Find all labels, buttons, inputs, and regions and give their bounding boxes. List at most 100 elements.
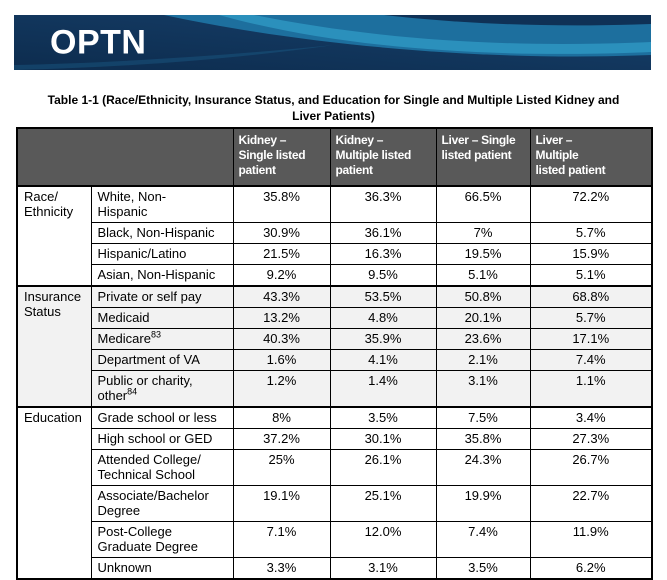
- value-cell: 17.1%: [529, 328, 653, 350]
- header-row: Kidney – Single listed patient Kidney – …: [16, 127, 653, 187]
- value-cell: 7.5%: [435, 406, 531, 429]
- value-cell: 3.1%: [435, 370, 531, 408]
- category-cell: Race/ Ethnicity: [16, 185, 92, 287]
- value-cell: 2.1%: [435, 349, 531, 371]
- value-cell: 19.9%: [435, 485, 531, 522]
- value-cell: 22.7%: [529, 485, 653, 522]
- value-cell: 1.6%: [232, 349, 331, 371]
- value-cell: 26.7%: [529, 449, 653, 486]
- value-cell: 36.1%: [329, 222, 437, 244]
- category-cell: Education: [16, 406, 92, 580]
- value-cell: 26.1%: [329, 449, 437, 486]
- optn-banner: OPTN: [14, 15, 651, 70]
- value-cell: 1.4%: [329, 370, 437, 408]
- row-label: Associate/Bachelor Degree: [90, 485, 234, 522]
- row-label: Department of VA: [90, 349, 234, 371]
- row-label: Post-College Graduate Degree: [90, 521, 234, 558]
- value-cell: 19.1%: [232, 485, 331, 522]
- row-label: High school or GED: [90, 428, 234, 450]
- value-cell: 24.3%: [435, 449, 531, 486]
- value-cell: 11.9%: [529, 521, 653, 558]
- table-row: Attended College/ Technical School 25% 26.…: [17, 449, 653, 486]
- value-cell: 7.1%: [232, 521, 331, 558]
- row-label: Medicaid: [90, 307, 234, 329]
- value-cell: 3.4%: [529, 406, 653, 429]
- value-cell: 9.5%: [329, 264, 437, 287]
- table-row: Public or charity, other84 1.2% 1.4% 3.1% 1.…: [17, 370, 653, 408]
- row-label: Black, Non-Hispanic: [90, 222, 234, 244]
- footnote-ref: 83: [150, 329, 161, 340]
- table-row: Black, Non-Hispanic 30.9% 36.1% 7% 5.7%: [17, 222, 653, 244]
- category-cell: Insurance Status: [16, 285, 92, 408]
- table-title: Table 1-1 (Race/Ethnicity, Insurance Sta…: [0, 92, 667, 124]
- value-cell: 27.3%: [529, 428, 653, 450]
- column-header-kidney-single: Kidney – Single listed patient: [232, 127, 331, 187]
- row-label: Asian, Non-Hispanic: [90, 264, 234, 287]
- value-cell: 4.1%: [329, 349, 437, 371]
- value-cell: 16.3%: [329, 243, 437, 265]
- table-row: Associate/Bachelor Degree 19.1% 25.1% 19.9%…: [17, 485, 653, 522]
- table-row: High school or GED 37.2% 30.1% 35.8% 27.3%: [17, 428, 653, 450]
- value-cell: 1.1%: [529, 370, 653, 408]
- value-cell: 35.8%: [232, 185, 331, 223]
- value-cell: 25%: [232, 449, 331, 486]
- column-header-liver-single: Liver – Single listed patient: [435, 127, 531, 187]
- corner-header-cell: [16, 127, 234, 187]
- table-row: Post-College Graduate Degree 7.1% 12.0% 7.4…: [17, 521, 653, 558]
- value-cell: 20.1%: [435, 307, 531, 329]
- value-cell: 68.8%: [529, 285, 653, 308]
- value-cell: 19.5%: [435, 243, 531, 265]
- value-cell: 5.7%: [529, 307, 653, 329]
- value-cell: 12.0%: [329, 521, 437, 558]
- value-cell: 9.2%: [232, 264, 331, 287]
- table-row: Insurance Status Private or self pay 43.3%…: [16, 285, 653, 408]
- value-cell: 25.1%: [329, 485, 437, 522]
- value-cell: 30.9%: [232, 222, 331, 244]
- value-cell: 43.3%: [232, 285, 331, 308]
- column-header-liver-multiple: Liver – Multiple listed patient: [529, 127, 653, 187]
- value-cell: 53.5%: [329, 285, 437, 308]
- table-body: Race/ Ethnicity White, Non- Hispanic 35.8%…: [16, 185, 653, 580]
- value-cell: 5.1%: [529, 264, 653, 287]
- value-cell: 8%: [232, 406, 331, 429]
- value-cell: 5.7%: [529, 222, 653, 244]
- value-cell: 21.5%: [232, 243, 331, 265]
- value-cell: 30.1%: [329, 428, 437, 450]
- row-label: Medicare83: [90, 328, 234, 350]
- document-page: OPTN Table 1-1 (Race/Ethnicity, Insuranc…: [0, 15, 667, 580]
- value-cell: 50.8%: [435, 285, 531, 308]
- row-label: Hispanic/Latino: [90, 243, 234, 265]
- row-label: Grade school or less: [90, 406, 234, 429]
- value-cell: 35.9%: [329, 328, 437, 350]
- value-cell: 4.8%: [329, 307, 437, 329]
- table-title-line1: Table 1-1 (Race/Ethnicity, Insurance Sta…: [47, 93, 620, 107]
- table-row: Race/ Ethnicity White, Non- Hispanic 35.8%…: [16, 185, 653, 287]
- value-cell: 35.8%: [435, 428, 531, 450]
- value-cell: 7%: [435, 222, 531, 244]
- value-cell: 13.2%: [232, 307, 331, 329]
- table-row: Medicaid 13.2% 4.8% 20.1% 5.7%: [17, 307, 653, 329]
- row-label: Private or self pay: [90, 285, 234, 308]
- footnote-ref: 84: [127, 386, 138, 397]
- value-cell: 5.1%: [435, 264, 531, 287]
- value-cell: 36.3%: [329, 185, 437, 223]
- row-label: White, Non- Hispanic: [90, 185, 234, 223]
- row-label: Attended College/ Technical School: [90, 449, 234, 486]
- value-cell: 72.2%: [529, 185, 653, 223]
- value-cell: 23.6%: [435, 328, 531, 350]
- value-cell: 7.4%: [435, 521, 531, 558]
- table-title-line2: Liver Patients): [292, 109, 375, 123]
- column-header-kidney-multiple: Kidney – Multiple listed patient: [329, 127, 437, 187]
- value-cell: 37.2%: [232, 428, 331, 450]
- value-cell: 15.9%: [529, 243, 653, 265]
- banner-swoosh-graphic: [14, 15, 651, 70]
- table-row: Department of VA 1.6% 4.1% 2.1% 7.4%: [17, 349, 653, 371]
- value-cell: 1.2%: [232, 370, 331, 408]
- value-cell: 7.4%: [529, 349, 653, 371]
- value-cell: 66.5%: [435, 185, 531, 223]
- table-row: Education Grade school or less 8% 3.5% 7.5% 3…: [16, 406, 653, 580]
- optn-logo: OPTN: [50, 22, 147, 61]
- data-table: Kidney – Single listed patient Kidney – …: [16, 127, 653, 580]
- table-row: Hispanic/Latino 21.5% 16.3% 19.5% 15.9%: [17, 243, 653, 265]
- table-row: Asian, Non-Hispanic 9.2% 9.5% 5.1% 5.1%: [17, 264, 653, 287]
